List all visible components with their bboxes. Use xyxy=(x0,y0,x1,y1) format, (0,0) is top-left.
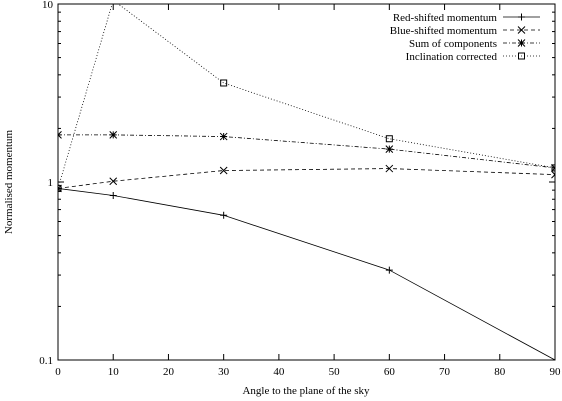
data-point xyxy=(385,145,394,153)
x-tick-label: 50 xyxy=(329,366,341,378)
data-point xyxy=(551,170,555,179)
x-tick-label: 30 xyxy=(218,366,230,378)
data-point xyxy=(551,164,555,172)
data-point xyxy=(220,79,228,87)
data-point xyxy=(220,211,228,219)
legend-item: Sum of components xyxy=(409,38,540,50)
data-point xyxy=(219,166,228,175)
legend-item: Red-shifted momentum xyxy=(393,12,540,24)
y-tick-label: 1 xyxy=(48,177,54,189)
tick-labels: 0 10 20 30 40 50 60 70 80 90 0.1 1 10 xyxy=(39,0,561,378)
x-tick-label: 20 xyxy=(163,366,175,378)
data-point xyxy=(58,184,62,193)
series-line xyxy=(58,134,555,169)
series-layer xyxy=(58,0,555,360)
legend-label: Red-shifted momentum xyxy=(393,12,498,24)
y-tick-label: 10 xyxy=(42,0,54,11)
data-point xyxy=(219,132,228,141)
series-line xyxy=(58,168,555,189)
legend-marker xyxy=(517,39,526,47)
data-point xyxy=(385,266,393,274)
series-1 xyxy=(58,164,555,193)
data-point xyxy=(109,131,118,139)
x-tick-label: 70 xyxy=(439,366,451,378)
legend-marker xyxy=(518,13,525,21)
legend-marker xyxy=(517,26,526,34)
y-axis-title: Normalised momentum xyxy=(3,129,15,234)
series-2 xyxy=(58,131,555,172)
x-tick-label: 10 xyxy=(108,366,120,378)
data-point xyxy=(109,191,117,199)
data-point xyxy=(551,356,555,360)
x-tick-label: 60 xyxy=(384,366,396,378)
data-point xyxy=(110,0,116,3)
legend-marker xyxy=(518,52,525,60)
y-tick-label: 0.1 xyxy=(39,355,53,367)
legend-label: Inclination corrected xyxy=(406,51,498,63)
legend-label: Sum of components xyxy=(409,38,497,50)
series-3 xyxy=(58,0,555,192)
data-point xyxy=(385,164,394,173)
x-axis-title: Angle to the plane of the sky xyxy=(242,385,370,397)
legend-item: Inclination corrected xyxy=(406,51,540,63)
x-tick-label: 80 xyxy=(494,366,506,378)
data-point xyxy=(58,131,62,139)
data-point xyxy=(109,177,118,186)
series-0 xyxy=(58,184,555,360)
series-line xyxy=(58,188,555,360)
x-tick-label: 90 xyxy=(550,366,562,378)
legend-item: Blue-shifted momentum xyxy=(390,25,540,37)
data-point xyxy=(58,184,62,192)
x-tick-label: 0 xyxy=(55,366,61,378)
x-tick-label: 40 xyxy=(273,366,285,378)
legend-label: Blue-shifted momentum xyxy=(390,25,498,37)
data-point xyxy=(385,135,393,143)
data-point xyxy=(551,164,555,172)
